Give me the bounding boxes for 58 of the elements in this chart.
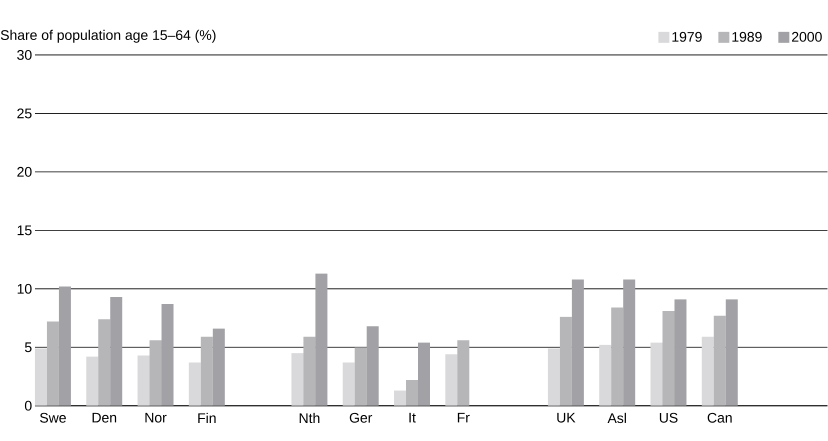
bar — [674, 299, 686, 406]
bar — [366, 326, 379, 406]
x-tick-label: Ger — [350, 412, 372, 423]
bar — [623, 280, 636, 406]
x-tick-label: Fr — [458, 412, 470, 423]
x-tick-label: Asl — [608, 412, 626, 424]
bar — [291, 353, 304, 406]
legend-label: 2000 — [792, 32, 822, 42]
y-tick-label: 0 — [24, 400, 32, 411]
bar — [86, 356, 98, 406]
x-tick-label: Nth — [300, 412, 320, 424]
y-tick-label: 20 — [17, 167, 32, 177]
bar — [98, 319, 110, 406]
y-tick-label: 10 — [18, 284, 32, 294]
bar — [560, 317, 572, 406]
bar — [406, 380, 418, 406]
x-tick-label: Fin — [198, 412, 216, 424]
legend-label: 1979 — [672, 32, 702, 42]
y-tick-label: 15 — [18, 226, 32, 236]
y-tick-label: 5 — [24, 342, 32, 352]
bar — [726, 299, 738, 406]
y-axis-title: Share of population age 15–64 (%) — [0, 30, 216, 43]
bar — [188, 362, 201, 406]
x-tick-label: Swe — [40, 412, 66, 423]
bar — [354, 347, 367, 406]
bar — [303, 336, 316, 406]
bar — [599, 345, 612, 406]
bar — [162, 304, 174, 406]
x-tick-label: Den — [92, 412, 116, 423]
x-tick-label: Nor — [145, 412, 167, 423]
bar — [394, 390, 406, 406]
bar — [315, 274, 328, 406]
bar — [138, 356, 150, 406]
bar — [457, 340, 470, 406]
y-tick-label: 25 — [17, 108, 32, 118]
bar — [702, 336, 714, 406]
bar — [445, 354, 458, 406]
bar — [46, 322, 59, 406]
bar — [58, 286, 71, 406]
bar — [714, 316, 726, 406]
y-tick-label: 30 — [17, 50, 32, 60]
bar — [150, 340, 162, 406]
bar — [200, 336, 213, 406]
bar — [110, 297, 122, 406]
bar — [662, 311, 674, 406]
x-tick-label: US — [660, 412, 678, 423]
x-tick-label: Can — [708, 412, 732, 423]
bar — [611, 308, 624, 406]
bar — [34, 348, 47, 406]
bar — [342, 362, 355, 406]
bar — [418, 342, 430, 406]
x-tick-label: UK — [557, 412, 576, 423]
bar — [212, 328, 225, 406]
bar — [650, 342, 662, 406]
legend-label: 1989 — [732, 32, 762, 42]
x-tick-label: It — [409, 412, 416, 423]
bar — [548, 348, 560, 406]
bar — [572, 280, 584, 406]
